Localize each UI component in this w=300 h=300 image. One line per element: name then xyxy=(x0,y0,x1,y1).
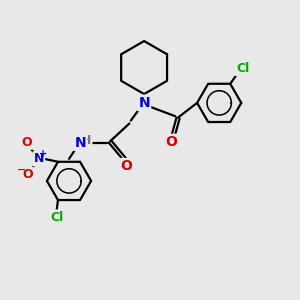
Text: Cl: Cl xyxy=(50,211,63,224)
Text: H: H xyxy=(81,134,91,147)
Text: O: O xyxy=(120,159,132,173)
Text: O: O xyxy=(165,135,177,149)
Text: N: N xyxy=(34,152,44,165)
Text: −: − xyxy=(17,165,26,175)
Text: +: + xyxy=(39,149,47,159)
Text: N: N xyxy=(138,96,150,110)
Text: N: N xyxy=(74,136,86,150)
Text: O: O xyxy=(22,136,32,148)
Text: O: O xyxy=(22,168,33,181)
Text: Cl: Cl xyxy=(236,62,249,75)
